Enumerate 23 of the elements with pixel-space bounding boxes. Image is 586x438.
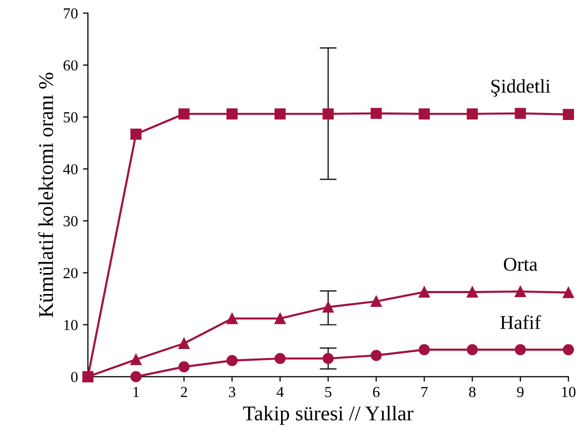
x-tick-label: 9 <box>517 386 524 398</box>
x-tick-label: 7 <box>421 387 428 398</box>
y-tick-label: 60 <box>64 60 78 71</box>
series-label: Şiddetli <box>491 79 550 97</box>
y-axis-title: Kümülatif kolektomi oranı % <box>38 72 54 318</box>
y-tick-label: 20 <box>64 268 78 278</box>
series-label: Hafif <box>500 315 541 330</box>
y-tick-label: 50 <box>64 112 78 122</box>
x-tick-label: 6 <box>373 386 380 398</box>
x-tick-label: 8 <box>469 386 476 398</box>
y-tick-label: 40 <box>63 164 78 174</box>
y-tick-label: 30 <box>64 216 78 226</box>
series-label: Orta <box>504 258 538 271</box>
x-axis-title: Takip süresi // Yıllar <box>243 406 414 425</box>
x-tick-label: 1 <box>133 386 139 398</box>
y-tick-label: 10 <box>64 320 78 330</box>
x-tick-label: 4 <box>276 386 284 398</box>
y-tick-label: 0 <box>71 372 78 382</box>
x-tick-label: 10 <box>562 386 576 398</box>
y-tick-label: 70 <box>64 8 78 19</box>
x-tick-label: 5 <box>325 387 332 398</box>
x-tick-label: 2 <box>180 386 187 398</box>
x-tick-label: 3 <box>228 386 236 398</box>
